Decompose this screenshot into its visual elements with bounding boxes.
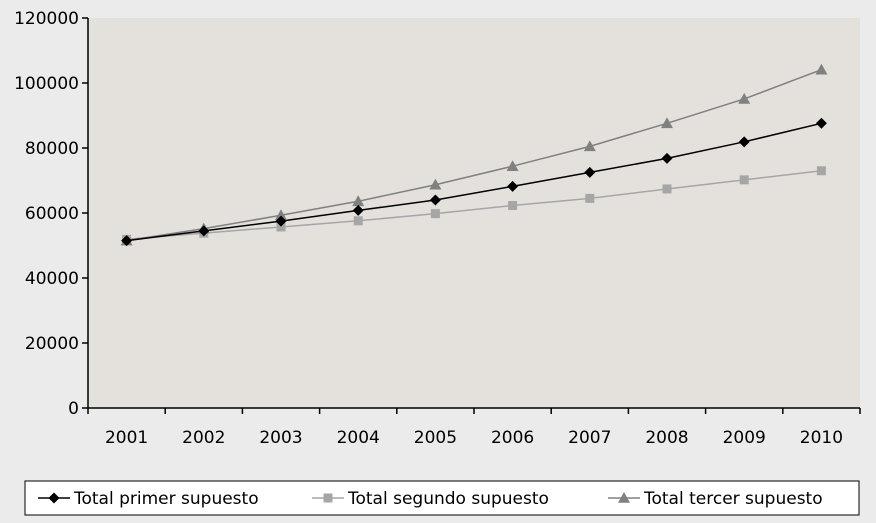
legend-box (24, 480, 860, 516)
series-2-point (276, 222, 286, 232)
series-3-point (429, 178, 442, 190)
series-lines (126, 68, 822, 242)
series-3-point (583, 140, 596, 152)
series-3-point (506, 160, 519, 171)
x-tick-label: 2010 (800, 428, 843, 448)
series-2-point (816, 166, 826, 176)
x-tick-label: 2006 (491, 428, 534, 448)
series-3-point (815, 63, 828, 75)
series-1-point (352, 204, 364, 216)
x-tick-label: 2002 (182, 428, 225, 448)
series-3-point (661, 117, 673, 129)
series-1-point (507, 180, 519, 192)
legend-label-2: Total segundo supuesto (347, 489, 549, 509)
y-tick-labels: 0 20000 40000 60000 80000 100000 120000 (14, 9, 79, 419)
legend-marker-2 (323, 493, 333, 503)
y-tick-label: 120000 (14, 9, 79, 29)
series-3-point (352, 195, 365, 207)
series-2-point (739, 175, 749, 185)
series-3-point (738, 92, 751, 104)
x-tick-label: 2005 (414, 428, 457, 448)
legend-label-3: Total tercer supuesto (643, 489, 823, 509)
legend: Total primer supuesto Total segundo supue… (38, 489, 823, 509)
y-tick-label: 80000 (25, 139, 79, 159)
y-tick-label: 40000 (25, 269, 79, 289)
series-2-point (662, 184, 672, 194)
series-line-1 (126, 122, 822, 242)
series-1-point (198, 225, 210, 237)
series-1-point (738, 136, 750, 148)
x-tick-label: 2007 (568, 428, 611, 448)
x-tick-label: 2001 (105, 428, 148, 448)
x-tick-label: 2003 (259, 428, 302, 448)
series-1-point (429, 194, 441, 206)
y-tick-label: 0 (68, 399, 79, 419)
axes (82, 17, 861, 414)
series-1-point (661, 152, 673, 164)
series-1-point (275, 215, 287, 227)
series-line-3 (126, 68, 822, 242)
y-tick-label: 20000 (25, 334, 79, 354)
legend-marker-3 (618, 492, 630, 503)
x-tick-labels: 2001 2002 2003 2004 2005 2006 2007 2008 2009 2010 (105, 428, 843, 448)
series-3-point (275, 209, 287, 221)
series-1-point (584, 166, 596, 178)
series-1-point (815, 117, 827, 129)
series-1-point (121, 235, 133, 247)
plot-area (88, 18, 860, 408)
series-2-point (508, 201, 518, 211)
x-tick-label: 2004 (337, 428, 380, 448)
series-line-2 (126, 170, 822, 241)
series-2-point (430, 209, 440, 219)
x-tick-label: 2009 (723, 428, 766, 448)
legend-marker-1 (48, 492, 60, 504)
series-markers (120, 63, 828, 247)
series-2-point (585, 193, 595, 203)
x-tick-label: 2008 (645, 428, 688, 448)
y-tick-label: 100000 (14, 74, 79, 94)
series-2-point (353, 216, 363, 226)
legend-label-1: Total primer supuesto (73, 489, 259, 509)
y-tick-label: 60000 (25, 204, 79, 224)
